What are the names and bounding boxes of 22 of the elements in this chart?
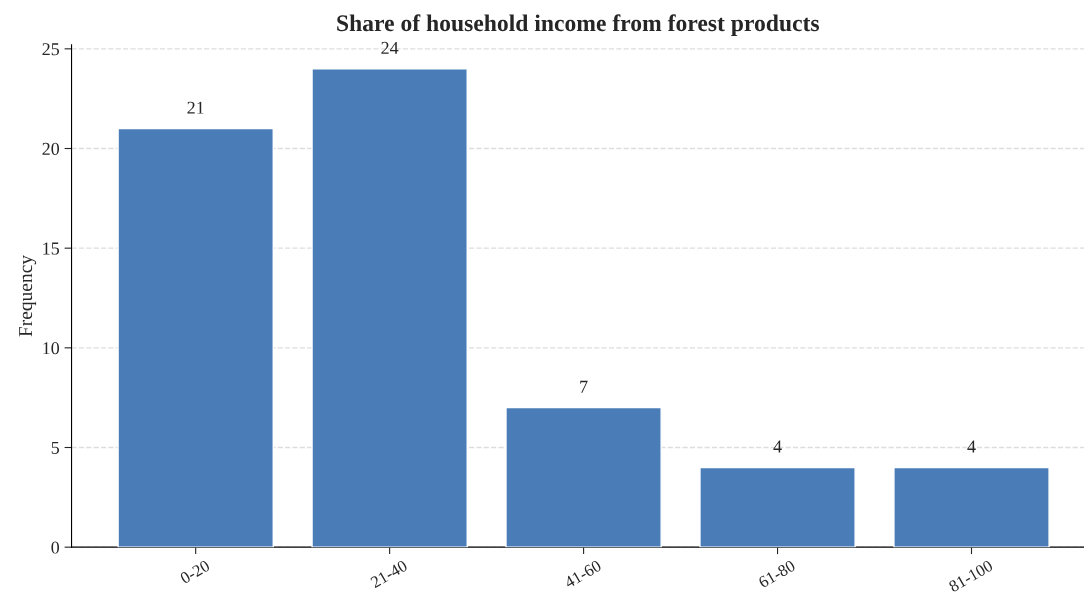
x-tick-label: 61-80 [757, 559, 796, 589]
bar [893, 466, 1050, 548]
y-tick-label: 10 [43, 342, 60, 355]
x-tick-label: 21-40 [369, 559, 409, 589]
y-tick-label: 15 [43, 242, 60, 255]
x-tick-label: 0-20 [179, 559, 211, 585]
y-tick-label: 25 [42, 43, 60, 56]
data-label: 24 [381, 41, 399, 54]
bar [699, 466, 856, 548]
chart-title: Share of household income from forest products [337, 14, 820, 36]
data-label: 21 [187, 101, 204, 114]
y-tick-label: 5 [51, 441, 60, 454]
bar [505, 406, 662, 548]
data-label: 4 [967, 440, 976, 453]
y-tick-label: 0 [51, 541, 60, 554]
y-tick-label: 20 [42, 142, 60, 155]
bar [117, 127, 274, 548]
x-tick-label: 41-60 [563, 559, 602, 589]
data-label: 7 [580, 380, 588, 393]
bar [311, 68, 468, 548]
data-label: 4 [773, 440, 782, 453]
y-axis-title: Frequency [19, 255, 37, 337]
